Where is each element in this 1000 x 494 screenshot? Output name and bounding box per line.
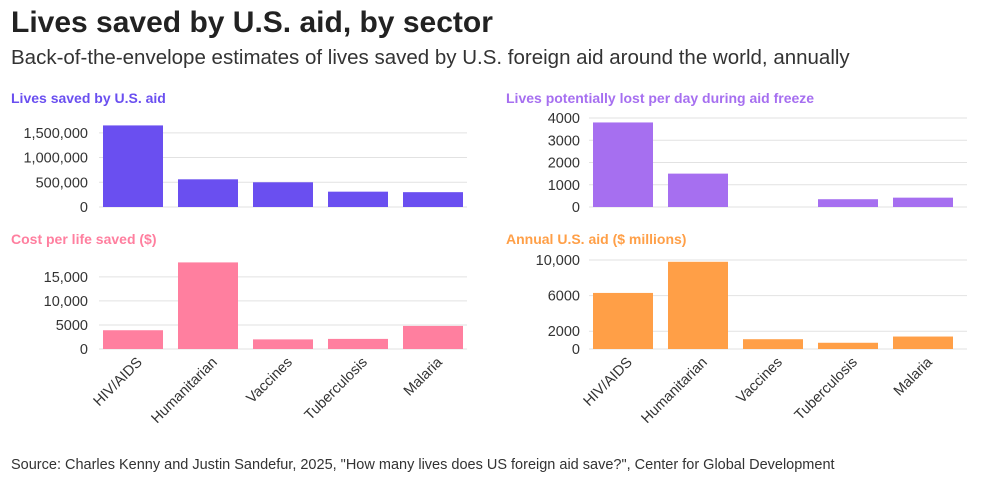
chart-3-xtick-label: Malaria — [401, 354, 447, 400]
chart-3-ytick-label: 0 — [80, 342, 88, 358]
chart-4-bar-2 — [668, 261, 728, 349]
chart-2-bar-2 — [668, 173, 728, 207]
chart-4-xtick-label: HIV/AIDS — [581, 355, 636, 410]
chart-4-ytick-label: 6000 — [548, 289, 580, 305]
chart-3-bar-5 — [403, 325, 463, 349]
chart-3-ytick-label: 10,000 — [44, 294, 88, 310]
chart-2-title: Lives potentially lost per day during ai… — [506, 90, 814, 106]
chart-1-bar-4 — [328, 191, 388, 207]
chart-4-ytick-label: 10,000 — [536, 253, 580, 269]
chart-3-bar-3 — [253, 339, 313, 349]
chart-3-xtick-label: Tuberculosis — [302, 355, 371, 424]
chart-4-xtick-label: Malaria — [891, 354, 937, 400]
chart-1-ytick-label: 1,500,000 — [23, 126, 88, 142]
chart-2-ytick-label: 4000 — [548, 111, 580, 127]
chart-4-ytick-label: 0 — [572, 342, 580, 358]
chart-1-bar-1 — [103, 125, 163, 207]
chart-4-title: Annual U.S. aid ($ millions) — [506, 231, 686, 247]
chart-3-ytick-label: 15,000 — [44, 270, 88, 286]
chart-3-bar-4 — [328, 338, 388, 349]
chart-4-bar-1 — [593, 292, 653, 349]
chart-3-xtick-label: Humanitarian — [149, 355, 221, 427]
chart-4-bar-3 — [743, 339, 803, 349]
chart-3-xtick-label: HIV/AIDS — [91, 355, 146, 410]
chart-2-bar-5 — [893, 197, 953, 207]
chart-2-ytick-label: 2000 — [548, 156, 580, 172]
chart-3-ytick-label: 5000 — [56, 318, 88, 334]
chart-2-ytick-label: 0 — [572, 200, 580, 216]
chart-3-bar-2 — [178, 262, 238, 349]
chart-3-title: Cost per life saved ($) — [11, 231, 157, 247]
chart-4-ytick-label: 2000 — [548, 324, 580, 340]
chart-2-bar-4 — [818, 199, 878, 207]
chart-4-xtick-label: Vaccines — [734, 355, 786, 407]
chart-1-ytick-label: 1,000,000 — [23, 151, 88, 167]
chart-3-xtick-label: Vaccines — [244, 355, 296, 407]
chart-4-bar-5 — [893, 336, 953, 349]
chart-1-ytick-label: 0 — [80, 200, 88, 216]
chart-1-ytick-label: 500,000 — [36, 175, 88, 191]
chart-1-bar-5 — [403, 192, 463, 207]
chart-1-bar-3 — [253, 182, 313, 207]
page-title: Lives saved by U.S. aid, by sector — [11, 6, 493, 39]
chart-1-title: Lives saved by U.S. aid — [11, 90, 166, 106]
chart-1-bar-2 — [178, 179, 238, 207]
source-note: Source: Charles Kenny and Justin Sandefu… — [11, 457, 835, 473]
chart-4-xtick-label: Humanitarian — [639, 355, 711, 427]
chart-2-bar-1 — [593, 122, 653, 207]
page-subtitle: Back-of-the-envelope estimates of lives … — [11, 46, 850, 69]
chart-2-ytick-label: 1000 — [548, 178, 580, 194]
chart-2-ytick-label: 3000 — [548, 133, 580, 149]
chart-4-bar-4 — [818, 342, 878, 349]
chart-3-bar-1 — [103, 330, 163, 349]
chart-4-xtick-label: Tuberculosis — [792, 355, 861, 424]
